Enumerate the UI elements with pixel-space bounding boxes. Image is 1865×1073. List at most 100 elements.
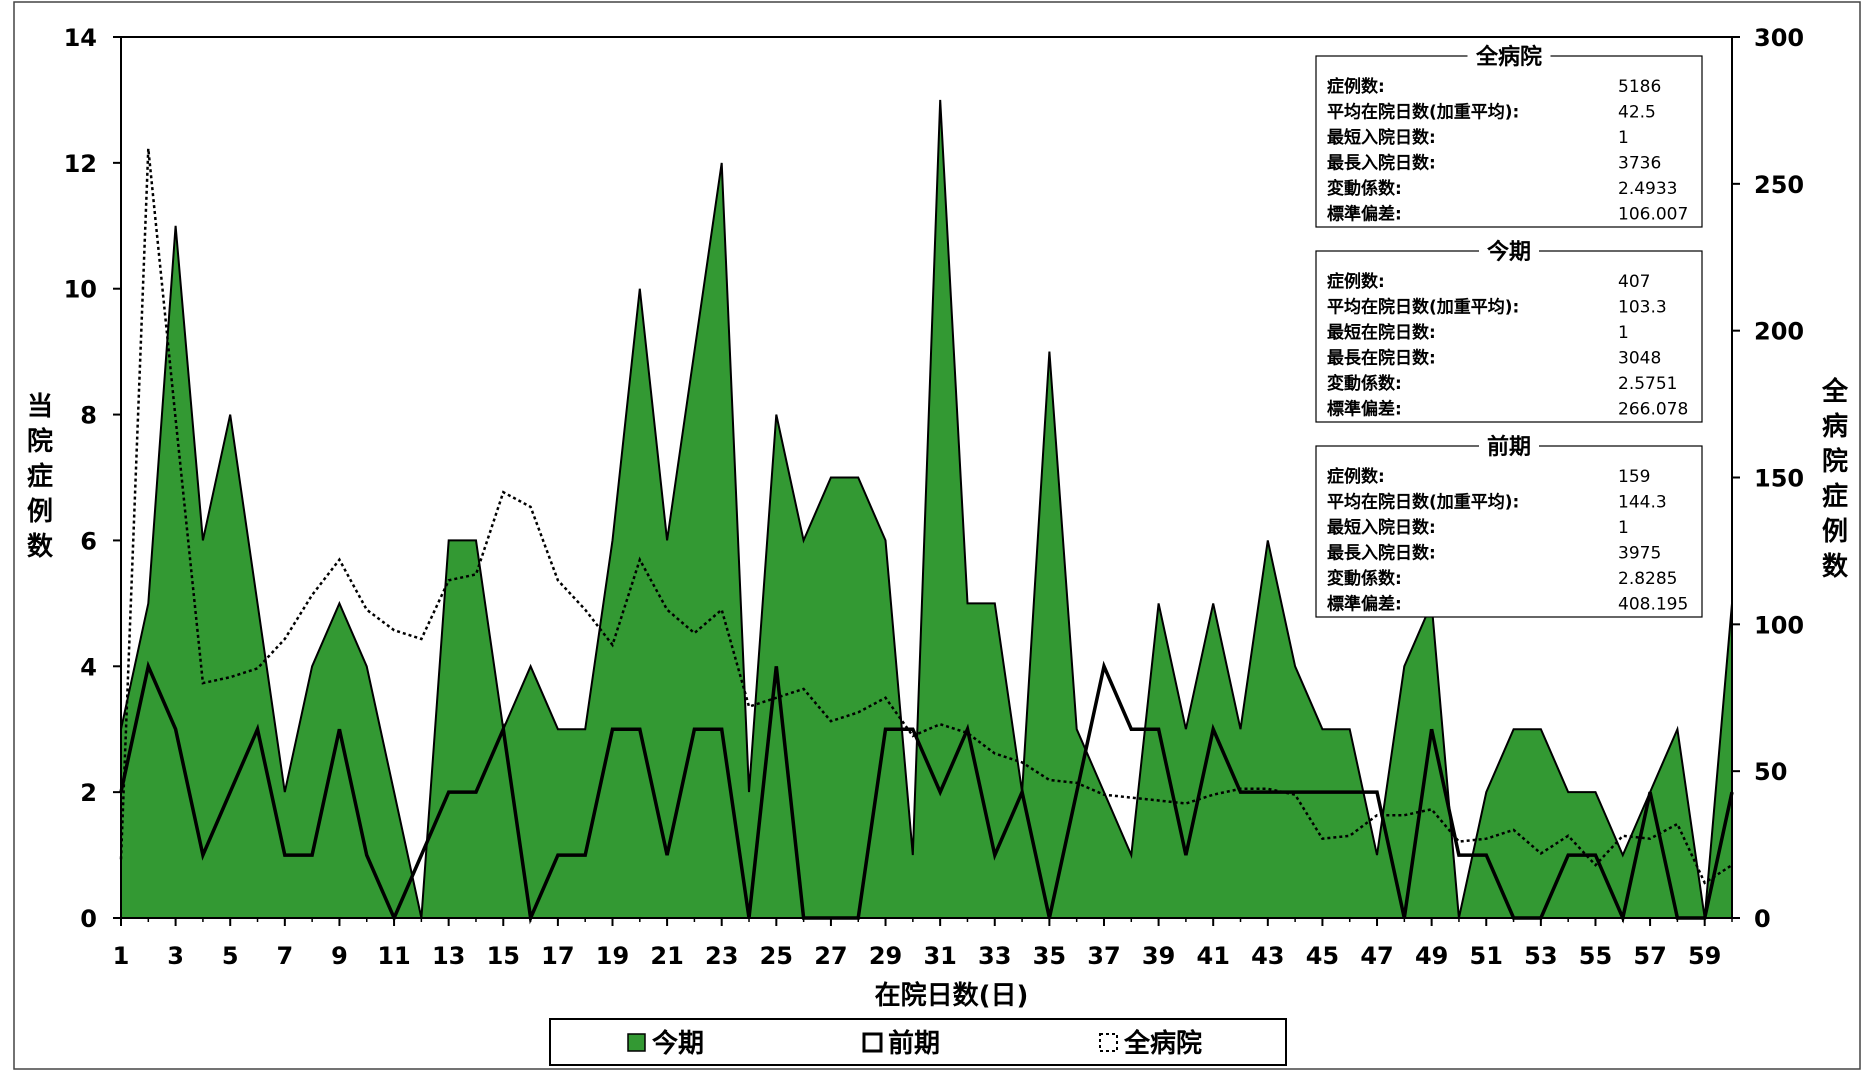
stats-value: 2.4933 — [1618, 179, 1677, 199]
stats-value: 3048 — [1618, 349, 1661, 369]
y-left-tick-label: 8 — [80, 402, 97, 430]
x-tick-label: 37 — [1087, 942, 1120, 970]
stats-label: 最長入院日数: — [1327, 153, 1436, 174]
legend-swatch-all — [1099, 1033, 1118, 1052]
stats-label: 変動係数: — [1327, 373, 1402, 394]
stats-value: 3736 — [1618, 154, 1661, 174]
series-area-current — [120, 99, 1733, 919]
series-1 — [120, 99, 1733, 919]
stats-label: 最長入院日数: — [1327, 543, 1436, 564]
stats-value: 2.8285 — [1618, 569, 1677, 589]
stats-value: 42.5 — [1618, 103, 1656, 123]
x-tick-label: 7 — [276, 942, 293, 970]
x-tick-label: 43 — [1251, 942, 1284, 970]
stats-box-frame — [1315, 445, 1703, 618]
stats-label: 最短入院日数: — [1327, 517, 1436, 538]
x-tick-label: 41 — [1197, 942, 1230, 970]
legend-swatch-previous — [862, 1032, 883, 1053]
x-tick-label: 25 — [760, 942, 793, 970]
stats-box-1: 全病院症例数: 5186 平均在院日数(加重平均): 42.5 最短入院日数: 1 最長入院… — [1315, 44, 1703, 228]
x-tick-label: 47 — [1360, 942, 1393, 970]
x-tick-label: 51 — [1470, 942, 1503, 970]
stats-value: 266.078 — [1618, 400, 1688, 420]
stats-label: 標準偏差: — [1327, 204, 1402, 225]
stats-title-bg — [1479, 434, 1539, 456]
outer-frame — [13, 1, 1861, 1070]
series-line-all-hospitals — [119, 148, 1733, 885]
legend-item-1: 今期 — [627, 1028, 704, 1059]
x-tick-label: 23 — [705, 942, 738, 970]
stats-label: 変動係数: — [1327, 178, 1402, 199]
y-right-tick-label: 100 — [1754, 611, 1804, 639]
stats-value: 407 — [1618, 272, 1650, 292]
x-tick-label: 45 — [1306, 942, 1339, 970]
stats-title-bg — [1479, 239, 1539, 261]
y-right-tick-label: 0 — [1754, 905, 1771, 933]
series-2 — [119, 660, 1734, 925]
stats-label: 平均在院日数(加重平均): — [1327, 492, 1519, 513]
x-tick-label: 17 — [541, 942, 574, 970]
series-line-previous — [119, 660, 1734, 925]
legend-frame — [549, 1018, 1287, 1066]
stats-label: 最短入院日数: — [1327, 127, 1436, 148]
y-left-tick-label: 6 — [80, 527, 97, 555]
stats-value: 159 — [1618, 467, 1650, 487]
axis-layer: 1 3 5 7 9 11 13 15 17 19 21 23 25 27 29 31 33 35 37 39 41 43 4… — [27, 24, 1849, 1011]
x-tick-label: 29 — [869, 942, 902, 970]
y-left-tick-label: 14 — [64, 24, 97, 52]
x-tick-label: 15 — [487, 942, 520, 970]
stats-value: 144.3 — [1618, 493, 1667, 513]
legend-layer: 今期 前期 全病院 — [549, 1018, 1287, 1066]
x-tick-label: 5 — [222, 942, 239, 970]
x-tick-label: 1 — [113, 942, 130, 970]
stats-label: 変動係数: — [1327, 568, 1402, 589]
y-right-tick-label: 200 — [1754, 318, 1804, 346]
stats-label: 症例数: — [1327, 271, 1385, 292]
series-3 — [119, 148, 1733, 885]
y-left-tick-label: 12 — [64, 150, 97, 178]
stats-value: 5186 — [1618, 77, 1661, 97]
stats-label: 平均在院日数(加重平均): — [1327, 102, 1519, 123]
legend: 今期 前期 全病院 — [549, 1018, 1287, 1066]
stats-title-bg — [1467, 44, 1551, 66]
stats-value: 1 — [1618, 128, 1629, 148]
stats-value: 106.007 — [1618, 205, 1688, 225]
stats-label: 最短在院日数: — [1327, 322, 1436, 343]
x-tick-label: 57 — [1633, 942, 1666, 970]
y-right-tick-label: 150 — [1754, 465, 1804, 493]
stats-label: 平均在院日数(加重平均): — [1327, 297, 1519, 318]
legend-label: 全病院 — [1123, 1028, 1202, 1059]
x-tick-label: 3 — [167, 942, 184, 970]
legend-swatch-current — [627, 1033, 646, 1052]
x-tick-label: 13 — [432, 942, 465, 970]
y-left-tick-label: 2 — [80, 779, 97, 807]
stats-label: 症例数: — [1327, 466, 1385, 487]
stats-label: 標準偏差: — [1327, 594, 1402, 615]
x-tick-label: 53 — [1524, 942, 1557, 970]
x-tick-label: 11 — [377, 942, 410, 970]
stats-title: 今期 — [1487, 239, 1531, 265]
y-right-tick-label: 250 — [1754, 171, 1804, 199]
y-left-axis-title: 当院症例数 — [27, 392, 54, 562]
x-tick-label: 55 — [1579, 942, 1612, 970]
legend-item-3: 全病院 — [1099, 1028, 1202, 1059]
stats-layer: 全病院症例数: 5186 平均在院日数(加重平均): 42.5 最短入院日数: 1 最長入院… — [1315, 44, 1703, 618]
stats-label: 最長在院日数: — [1327, 348, 1436, 369]
stats-value: 103.3 — [1618, 298, 1667, 318]
x-tick-label: 31 — [923, 942, 956, 970]
stats-label: 標準偏差: — [1327, 399, 1402, 420]
x-tick-label: 49 — [1415, 942, 1448, 970]
y-left-tick-label: 10 — [64, 276, 97, 304]
x-tick-label: 33 — [978, 942, 1011, 970]
legend-label: 今期 — [652, 1028, 704, 1059]
legend-item-2: 前期 — [862, 1028, 940, 1059]
x-tick-label: 19 — [596, 942, 629, 970]
legend-label: 前期 — [888, 1028, 940, 1059]
y-left-tick-label: 0 — [80, 905, 97, 933]
stats-value: 1 — [1618, 518, 1629, 538]
y-right-axis-title: 全病院症例数 — [1821, 376, 1849, 582]
